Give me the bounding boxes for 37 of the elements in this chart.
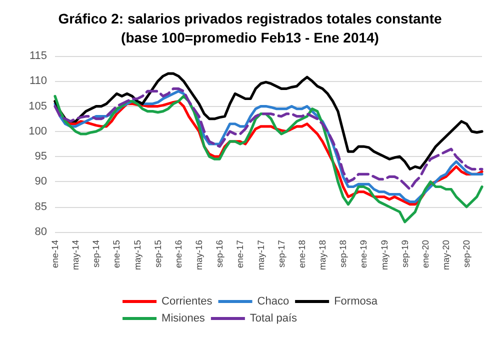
x-tick-label: ene-20 [420, 240, 430, 268]
x-tick-label: ene-14 [50, 240, 60, 268]
x-tick-label: sep-19 [400, 240, 410, 268]
y-tick-label: 85 [34, 200, 47, 213]
x-tick-label: sep-17 [276, 240, 286, 268]
x-tick-label: ene-15 [112, 240, 122, 268]
x-tick-label: sep-16 [214, 240, 225, 268]
x-tick-label: may-16 [194, 240, 204, 270]
x-tick-label: ene-17 [235, 240, 246, 268]
line-series [54, 72, 484, 170]
y-tick-label: 80 [34, 226, 47, 238]
x-tick-label: may-14 [70, 240, 81, 270]
x-tick-label: ene-18 [296, 240, 307, 268]
y-tick-label: 110 [29, 75, 47, 88]
x-tick-label: sep-20 [462, 240, 472, 268]
x-tick-label: sep-14 [91, 240, 102, 268]
legend-label: Corrientes [162, 296, 213, 308]
legend-label: Chaco [257, 296, 290, 308]
y-tick-label: 90 [34, 176, 47, 188]
legend-label: Total país [250, 312, 298, 324]
y-tick-label: 105 [28, 100, 47, 112]
x-tick-label: sep-15 [152, 240, 163, 268]
x-tick-label: ene-19 [358, 240, 369, 268]
x-tick-label: may-19 [379, 240, 390, 270]
y-tick-label: 100 [28, 125, 47, 138]
y-tick-label: 115 [29, 50, 47, 62]
legend-label: Formosa [334, 296, 378, 308]
x-tick-label: sep-18 [338, 240, 348, 268]
x-tick-label: may-15 [132, 240, 142, 270]
line-series [54, 94, 484, 224]
y-tick-label: 95 [34, 150, 47, 163]
x-tick-label: may-17 [256, 240, 266, 270]
x-tick-label: may-20 [440, 240, 451, 270]
chart-title: Gráfico 2: salarios privados registrados totales constante (base 100=promedio Feb13 - Ene 2014) [58, 10, 442, 46]
x-tick-label: may-18 [318, 240, 328, 270]
legend-label: Misiones [162, 312, 206, 324]
x-tick-label: ene-16 [173, 240, 184, 268]
